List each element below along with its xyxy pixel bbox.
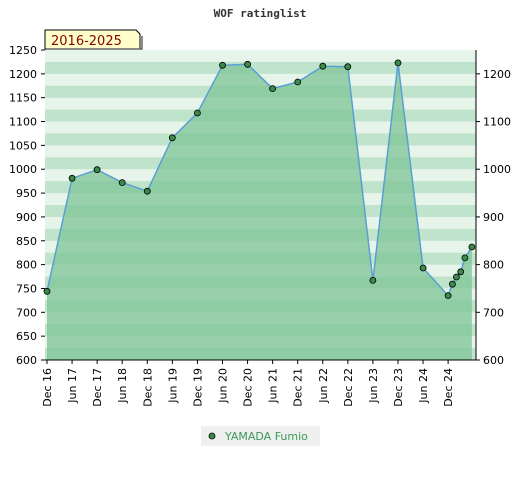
data-point <box>193 109 201 117</box>
x-tick-label: Jun 23 <box>367 368 380 404</box>
left-tick-label: 1050 <box>9 139 37 152</box>
right-tick-label: 1100 <box>483 116 511 129</box>
right-tick-label: 800 <box>483 259 504 272</box>
data-point <box>452 273 460 281</box>
data-point <box>294 78 302 86</box>
data-point <box>419 264 427 272</box>
left-tick-label: 850 <box>16 235 37 248</box>
x-tick-label: Jun 20 <box>216 368 229 404</box>
data-point <box>244 60 252 68</box>
left-tick-label: 1250 <box>9 44 37 57</box>
data-point <box>319 62 327 70</box>
x-tick-label: Dec 17 <box>91 368 104 407</box>
data-point <box>118 179 126 187</box>
year-range-text: 2016-2025 <box>51 34 122 49</box>
x-tick-label: Jun 19 <box>166 368 179 404</box>
data-point <box>468 243 476 251</box>
x-tick-label: Jun 17 <box>66 368 79 404</box>
left-tick-label: 800 <box>16 259 37 272</box>
x-tick-label: Jun 21 <box>267 368 280 404</box>
data-point <box>448 280 456 288</box>
data-point <box>394 59 402 67</box>
left-axis: 600 650 700 750 800 850 900 950 1000 1050 1100 1150… <box>9 44 45 367</box>
right-tick-label: 1200 <box>483 68 511 81</box>
left-tick-label: 700 <box>16 306 37 319</box>
data-point <box>369 276 377 284</box>
x-tick-label: Dec 22 <box>342 368 355 407</box>
data-point <box>143 187 151 195</box>
legend-marker <box>208 432 216 440</box>
year-range-badge: 2016-2025 <box>44 29 143 50</box>
x-tick-label: Dec 20 <box>242 368 255 407</box>
left-tick-label: 1200 <box>9 68 37 81</box>
left-tick-label: 1150 <box>9 92 37 105</box>
legend-label: YAMADA Fumio <box>224 430 308 443</box>
rating-area <box>47 62 472 361</box>
x-axis: Dec 16 Jun 17 Dec 17 Jun 18 Dec 18 Jun 19 Dec … <box>41 359 476 407</box>
data-point <box>344 63 352 71</box>
data-point <box>444 292 452 300</box>
left-tick-label: 650 <box>16 330 37 343</box>
x-tick-label: Dec 23 <box>392 368 405 407</box>
left-tick-label: 1100 <box>9 116 37 129</box>
x-tick-label: Dec 21 <box>292 368 305 407</box>
chart-title: WOF ratinglist <box>214 7 307 20</box>
x-tick-label: Dec 16 <box>41 368 54 407</box>
left-tick-label: 750 <box>16 282 37 295</box>
right-tick-label: 1000 <box>483 163 511 176</box>
x-tick-label: Jun 22 <box>317 368 330 404</box>
legend: YAMADA Fumio <box>201 426 320 446</box>
data-point <box>457 268 465 276</box>
left-tick-label: 600 <box>16 354 37 367</box>
rating-markers <box>43 59 476 300</box>
background-band <box>45 61 476 74</box>
data-point <box>461 254 469 262</box>
right-tick-label: 600 <box>483 354 504 367</box>
right-tick-label: 700 <box>483 306 504 319</box>
x-tick-label: Dec 19 <box>191 368 204 407</box>
data-point <box>219 61 226 69</box>
x-tick-label: Dec 18 <box>141 368 154 407</box>
data-point <box>68 174 76 182</box>
data-point <box>43 287 51 295</box>
data-point <box>168 134 176 142</box>
right-tick-label: 900 <box>483 211 504 224</box>
data-point <box>93 166 101 174</box>
right-axis: 600 700 800 900 1000 1100 1200 <box>475 50 511 367</box>
rating-line <box>46 62 473 298</box>
left-tick-label: 950 <box>16 187 37 200</box>
x-tick-label: Jun 18 <box>116 368 129 404</box>
x-tick-label: Jun 24 <box>417 368 430 404</box>
left-tick-label: 900 <box>16 211 37 224</box>
left-tick-label: 1000 <box>9 163 37 176</box>
x-tick-label: Dec 24 <box>442 368 455 407</box>
data-point <box>269 85 277 92</box>
